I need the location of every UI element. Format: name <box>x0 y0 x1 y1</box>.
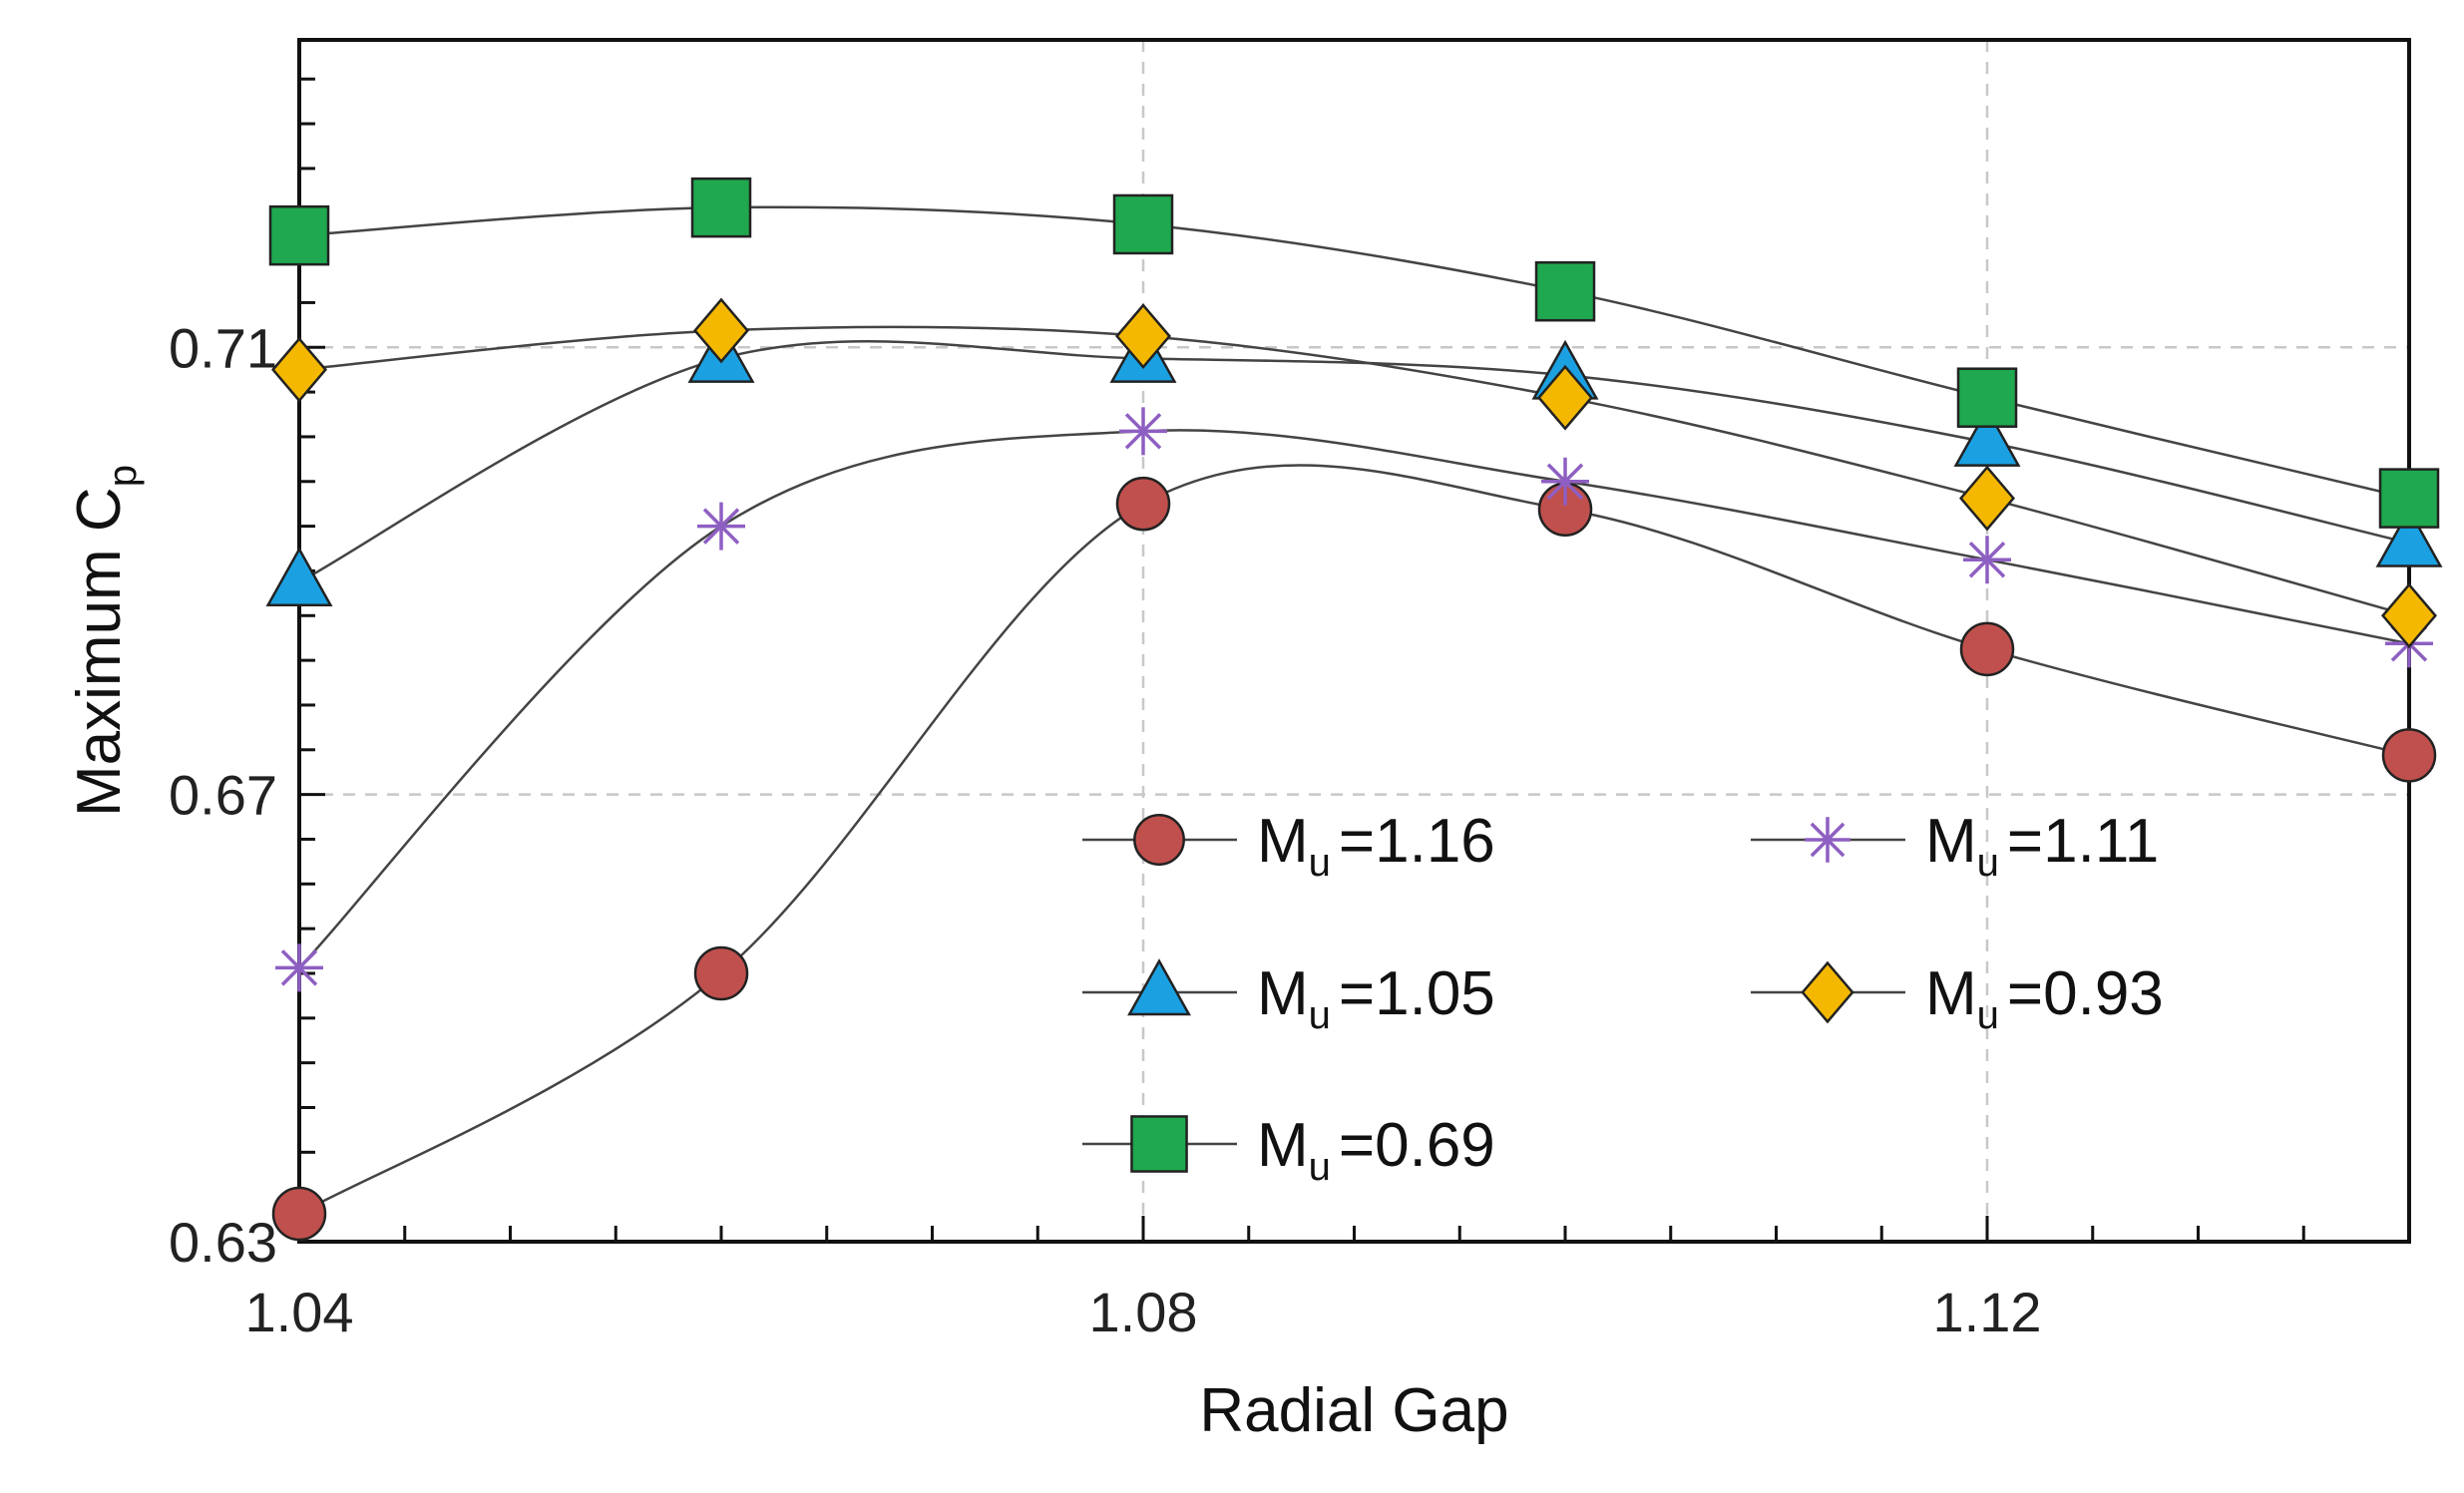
y-tick-label: 0.67 <box>169 764 277 827</box>
legend-label: Mu =0.69 <box>1257 1111 1495 1189</box>
series-line <box>298 325 2410 617</box>
data-point <box>1963 536 2011 584</box>
legend-item: Mu =0.93 <box>1751 959 2164 1037</box>
x-axis-title: Radial Gap <box>1199 1376 1508 1445</box>
data-point <box>275 943 323 992</box>
series-line <box>298 464 2410 1216</box>
legend-subscript: u <box>1309 841 1331 885</box>
series-line <box>298 339 2410 583</box>
legend-marker <box>1805 817 1850 863</box>
data-point <box>1119 407 1167 456</box>
asterisk-stroke <box>1810 822 1846 858</box>
x-tick-label: 1.04 <box>245 1281 354 1343</box>
data-point <box>1959 465 2015 532</box>
legend-prefix: M <box>1257 1111 1309 1180</box>
legend-subscript: u <box>1309 993 1331 1037</box>
data-point <box>1534 260 1596 322</box>
series-lines <box>298 205 2410 1216</box>
legend-marker <box>1127 958 1191 1016</box>
data-point <box>1956 367 2018 428</box>
plot-frame <box>297 38 2411 1244</box>
asterisk-stroke <box>702 508 740 545</box>
legend-item: Mu =1.05 <box>1082 958 1495 1037</box>
x-tick-label: 1.08 <box>1089 1281 1198 1343</box>
grid <box>299 40 2409 1242</box>
legend-subscript: u <box>1309 1145 1331 1189</box>
data-point <box>271 336 327 403</box>
data-point <box>1537 364 1593 431</box>
data-point <box>268 204 330 266</box>
series-line <box>298 429 2410 969</box>
legend-label: Mu =1.05 <box>1257 959 1495 1037</box>
legend-value: =1.11 <box>2007 807 2159 876</box>
legend-label: Mu =1.11 <box>1925 807 2159 885</box>
data-point <box>2378 468 2440 529</box>
asterisk-stroke <box>1968 542 2006 578</box>
data-point <box>1953 406 2021 467</box>
y-tick-label: 0.63 <box>169 1211 277 1274</box>
legend-label: Mu =1.16 <box>1257 807 1495 885</box>
y-tick-label: 0.71 <box>169 316 277 379</box>
data-point <box>2375 507 2443 567</box>
legend-label: Mu =0.93 <box>1925 959 2164 1037</box>
series-markers <box>265 177 2443 1242</box>
legend-value: =0.93 <box>2007 959 2164 1028</box>
data-point <box>265 547 333 607</box>
legend-item: Mu =1.11 <box>1751 807 2159 885</box>
legend-value: =0.69 <box>1339 1111 1495 1180</box>
asterisk-stroke <box>280 949 318 986</box>
legend-marker <box>1133 814 1185 866</box>
data-point <box>693 297 749 364</box>
axes <box>297 38 2411 1244</box>
legend-marker <box>1130 1115 1188 1173</box>
legend-subscript: u <box>1977 993 1999 1037</box>
legend-prefix: M <box>1257 807 1309 876</box>
legend-marker <box>1801 960 1854 1024</box>
legend-prefix: M <box>1925 959 1977 1028</box>
data-point <box>271 1186 327 1242</box>
legend-value: =1.05 <box>1339 959 1495 1028</box>
data-point <box>2381 728 2437 783</box>
series-line <box>298 205 2410 500</box>
x-tick-label: 1.12 <box>1933 1281 2042 1343</box>
data-point <box>1541 457 1589 506</box>
data-point <box>1959 621 2015 677</box>
data-point <box>2381 582 2437 649</box>
data-point <box>693 945 749 1001</box>
legend-value: =1.16 <box>1339 807 1495 876</box>
axis-labels: 1.04 1.08 1.12 0.63 0.67 0.71 Radial Gap Maximu… <box>65 316 2042 1445</box>
asterisk-stroke <box>1124 413 1162 450</box>
legend-item: Mu =0.69 <box>1082 1111 1495 1189</box>
data-point <box>1112 193 1174 255</box>
legend-subscript: u <box>1977 841 1999 885</box>
asterisk-stroke <box>1546 463 1584 500</box>
data-point <box>1115 476 1171 532</box>
legend-item: Mu =1.16 <box>1082 807 1495 885</box>
data-point <box>697 502 745 551</box>
legend-prefix: M <box>1925 807 1977 876</box>
y-axis-title-subscript: p <box>101 465 145 487</box>
legend-prefix: M <box>1257 959 1309 1028</box>
data-point <box>690 177 752 238</box>
data-point <box>1115 303 1171 369</box>
y-axis-title: Maximum Cp <box>65 465 145 817</box>
